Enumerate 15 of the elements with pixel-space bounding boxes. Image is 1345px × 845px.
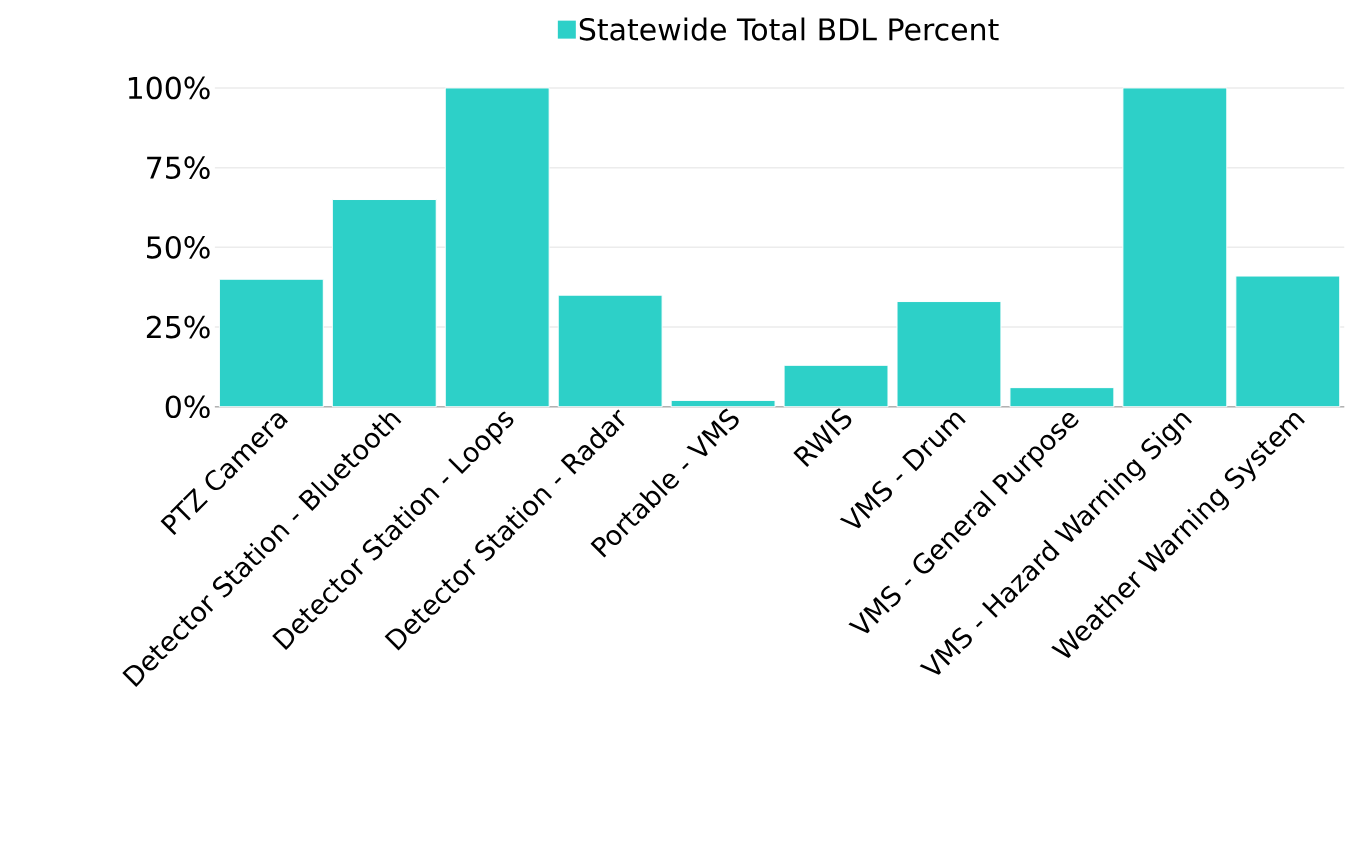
bar (444, 87, 550, 408)
bar (557, 294, 663, 408)
bar (783, 364, 889, 408)
bar (331, 198, 437, 408)
bar (1122, 87, 1228, 408)
y-tick-label: 25% (146, 315, 210, 339)
bar (670, 399, 776, 408)
y-tick-label: 50% (147, 235, 210, 259)
bar (1235, 275, 1341, 408)
legend-label: Statewide Total BDL Percent (579, 17, 999, 41)
bar (218, 278, 324, 408)
bar (1009, 386, 1115, 408)
bar (896, 300, 1002, 408)
y-tick-label: 100% (128, 76, 210, 100)
y-tick-label: 75% (147, 156, 210, 179)
